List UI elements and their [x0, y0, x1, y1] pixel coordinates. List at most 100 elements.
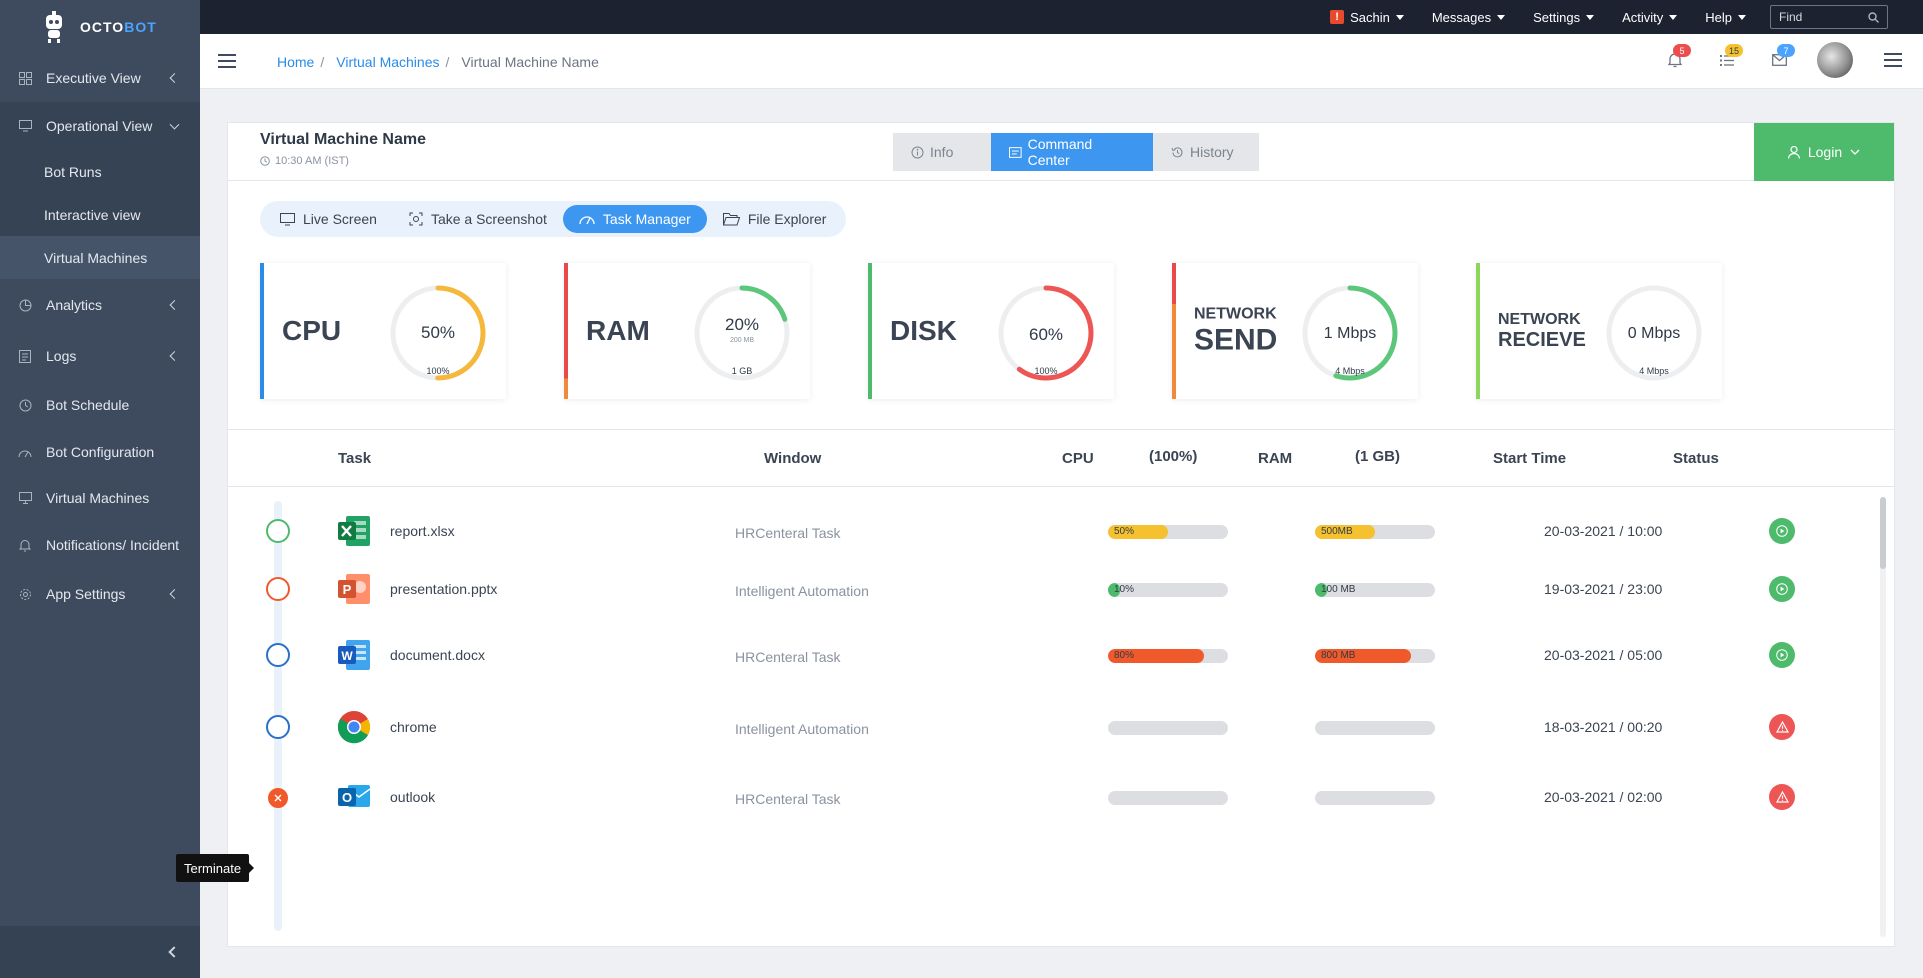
cpu-bar: 10%: [1108, 583, 1228, 597]
folder-icon: [722, 212, 740, 225]
task-name[interactable]: chrome: [390, 719, 437, 735]
status-button[interactable]: [1769, 518, 1795, 544]
breadcrumb-virtual-machines[interactable]: Virtual Machines: [336, 54, 440, 70]
notifications-button[interactable]: 5: [1665, 44, 1691, 70]
help-menu[interactable]: Help: [1705, 10, 1746, 25]
gauge-label-big: RECIEVE: [1498, 328, 1586, 351]
row-select-toggle[interactable]: [268, 788, 288, 808]
subtab-file-explorer[interactable]: File Explorer: [707, 205, 843, 233]
task-name[interactable]: outlook: [390, 789, 436, 805]
tab-info[interactable]: Info: [893, 133, 991, 171]
svg-text:O: O: [342, 790, 352, 805]
logo[interactable]: OCTOBOT: [0, 0, 200, 54]
row-select-toggle[interactable]: [266, 519, 290, 543]
ram-bar: 800 MB: [1315, 649, 1435, 663]
sidebar-item-label: Operational View: [46, 118, 153, 134]
sidebar-footer: [0, 926, 200, 978]
settings-label: Settings: [1533, 9, 1581, 25]
task-name[interactable]: document.docx: [390, 647, 485, 663]
subtab-file-explorer-label: File Explorer: [747, 211, 827, 227]
sidebar-item-bot-schedule[interactable]: Bot Schedule: [0, 381, 200, 429]
speedometer-icon: [579, 216, 595, 225]
collapse-sidebar-icon[interactable]: [168, 946, 180, 958]
col-task[interactable]: Task: [338, 450, 372, 467]
command-center-icon: [1009, 146, 1022, 158]
task-name[interactable]: presentation.pptx: [390, 581, 498, 597]
tasks-button[interactable]: 15: [1717, 44, 1744, 70]
desktop-icon: [18, 491, 32, 505]
sidebar-item-bot-configuration[interactable]: Bot Configuration: [0, 429, 200, 475]
status-button[interactable]: [1769, 784, 1795, 810]
status-button[interactable]: [1769, 714, 1795, 740]
col-cpu[interactable]: CPU: [1062, 450, 1094, 467]
sidebar-item-logs[interactable]: Logs: [0, 331, 200, 381]
menu-button[interactable]: [1883, 50, 1903, 70]
sidebar-subitem-interactive-view[interactable]: Interactive view: [44, 206, 141, 223]
tab-history[interactable]: History: [1153, 133, 1259, 171]
settings-menu[interactable]: Settings: [1533, 9, 1595, 25]
ram-bar-fill: 100 MB: [1315, 583, 1355, 597]
avatar[interactable]: [1817, 42, 1853, 78]
cpu-bar: 50%: [1108, 525, 1228, 539]
sidebar-item-executive-view[interactable]: Executive View: [0, 54, 200, 102]
start-time: 20-03-2021 / 10:00: [1544, 523, 1663, 539]
subtab-live-screen[interactable]: Live Screen: [264, 205, 393, 233]
gauge-value: 60%: [1029, 325, 1063, 344]
gear-icon: [18, 587, 32, 601]
start-time: 20-03-2021 / 05:00: [1544, 647, 1663, 663]
row-select-toggle[interactable]: [266, 577, 290, 601]
monitor-icon: [18, 119, 32, 133]
col-ram-total: (1 GB): [1355, 448, 1400, 465]
subtab-task-manager[interactable]: Task Manager: [562, 205, 707, 233]
sidebar-subitem-bot-runs[interactable]: Bot Runs: [44, 163, 102, 180]
alert-icon: !: [1330, 10, 1345, 24]
col-status[interactable]: Status: [1673, 450, 1719, 467]
messages-menu[interactable]: Messages: [1432, 10, 1506, 25]
table-scrollbar[interactable]: [1880, 497, 1886, 937]
status-button[interactable]: [1769, 576, 1795, 602]
sidebar-item-analytics[interactable]: Analytics: [0, 279, 200, 331]
gauge-value: 50%: [421, 323, 455, 342]
row-select-toggle[interactable]: [266, 715, 290, 739]
scrollbar-thumb[interactable]: [1880, 497, 1886, 569]
sidebar-item-notifications[interactable]: Notifications/ Incident: [0, 521, 200, 569]
task-name[interactable]: report.xlsx: [390, 523, 455, 539]
chevron-left-icon: [169, 73, 180, 83]
find-input[interactable]: [1779, 10, 1859, 24]
task-window: HRCenteral Task: [735, 791, 841, 807]
status-button[interactable]: [1769, 642, 1795, 668]
caret-down-icon: [1395, 14, 1404, 20]
subtab-live-screen-label: Live Screen: [303, 211, 377, 227]
table-row[interactable]: report.xlsx HRCenteral Task 50% 500MB 20-03-…: [228, 501, 1868, 561]
col-start-time[interactable]: Start Time: [1493, 450, 1567, 467]
page-header: Home / Virtual Machines / Virtual Machine …: [200, 34, 1923, 89]
hamburger-menu-icon[interactable]: [218, 54, 236, 68]
play-icon: [1776, 649, 1788, 661]
sidebar-item-virtual-machines[interactable]: Virtual Machines: [0, 475, 200, 521]
table-row[interactable]: chrome Intelligent Automation 18-03-2021 /…: [228, 697, 1868, 757]
activity-label: Activity: [1622, 9, 1664, 25]
col-ram[interactable]: RAM: [1258, 450, 1293, 467]
search-icon[interactable]: [1868, 11, 1879, 23]
row-select-toggle[interactable]: [266, 643, 290, 667]
ram-bar-fill: 800 MB: [1315, 649, 1411, 663]
user-menu[interactable]: ! Sachin: [1330, 10, 1404, 25]
sidebar-item-operational-view[interactable]: Operational View: [0, 102, 200, 150]
mail-button[interactable]: 7: [1769, 44, 1795, 70]
sidebar-subitem-virtual-machines[interactable]: Virtual Machines: [0, 236, 200, 279]
card-header: Virtual Machine Name 10:30 AM (IST) Info…: [228, 123, 1894, 181]
login-button[interactable]: Login: [1754, 123, 1894, 181]
col-window[interactable]: Window: [764, 450, 822, 467]
activity-menu[interactable]: Activity: [1622, 9, 1678, 25]
gauge-max: 100%: [1034, 366, 1057, 376]
sidebar-item-app-settings[interactable]: App Settings: [0, 569, 200, 619]
subtab-take-screenshot[interactable]: Take a Screenshot: [393, 205, 563, 233]
breadcrumb-home[interactable]: Home: [277, 54, 315, 70]
word-icon: W: [336, 637, 372, 673]
tab-command-center[interactable]: Command Center: [991, 133, 1153, 171]
gauge-accent-bar: [868, 263, 872, 399]
ram-bar: 500MB: [1315, 525, 1435, 539]
